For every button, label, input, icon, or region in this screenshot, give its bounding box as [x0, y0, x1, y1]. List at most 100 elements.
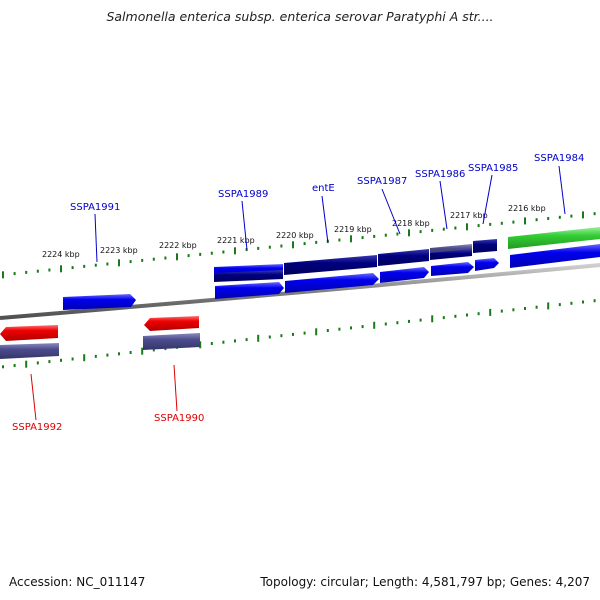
minor-tick [106, 262, 109, 266]
minor-tick [13, 272, 16, 276]
minor-tick [71, 266, 74, 270]
minor-tick [361, 325, 364, 329]
major-tick [315, 328, 318, 336]
minor-tick [547, 217, 550, 220]
minor-tick [257, 246, 260, 250]
tick-label-2223: 2223 kbp [100, 246, 138, 255]
minor-tick [106, 353, 109, 357]
minor-tick [512, 220, 515, 224]
gene-label-SSPA1984[interactable]: SSPA1984 [534, 153, 584, 164]
minor-tick [2, 365, 4, 369]
gene-label-SSPA1992[interactable]: SSPA1992 [12, 422, 62, 433]
cds-SSPA1992[interactable] [0, 325, 58, 341]
lower-tick-row [2, 299, 596, 369]
major-tick [582, 211, 584, 219]
minor-tick [466, 313, 468, 317]
minor-tick [419, 318, 422, 322]
gene-label-SSPA1986[interactable]: SSPA1986 [415, 169, 465, 180]
minor-tick [187, 254, 190, 258]
cds-SSPA1984[interactable] [510, 244, 600, 268]
feature-rna-upper[interactable] [508, 227, 600, 249]
cds-entE[interactable] [285, 273, 379, 293]
cds-SSPA1991[interactable] [63, 294, 136, 310]
cds-SSPA1990[interactable] [144, 316, 199, 331]
minor-tick [431, 228, 434, 232]
minor-tick [25, 270, 28, 274]
leader-SSPA1990 [173, 364, 178, 412]
minor-tick [303, 331, 306, 335]
major-tick [118, 259, 120, 267]
gene-label-entE[interactable]: entE [312, 183, 335, 194]
minor-tick [442, 316, 445, 320]
gene-label-SSPA1985[interactable]: SSPA1985 [468, 163, 518, 174]
accession-text: Accession: NC_011147 [9, 575, 146, 589]
leader-SSPA1985 [482, 174, 493, 225]
feature-SSPA1989-upper-dark[interactable] [214, 270, 283, 282]
tick-label-2222: 2222 kbp [159, 241, 197, 250]
major-tick [292, 241, 294, 249]
tick-label-2221: 2221 kbp [217, 236, 255, 245]
major-tick [489, 308, 492, 316]
gene-label-SSPA1989[interactable]: SSPA1989 [218, 189, 268, 200]
minor-tick [582, 300, 584, 304]
minor-tick [234, 339, 236, 343]
minor-tick [500, 309, 503, 313]
minor-tick [558, 303, 561, 307]
minor-tick [141, 258, 144, 262]
leader-SSPA1992 [30, 373, 37, 421]
minor-tick [129, 260, 132, 264]
minor-tick [280, 334, 283, 338]
feature-SSPA1987-upper[interactable] [378, 249, 429, 266]
minor-tick [419, 230, 422, 234]
feature-SSPA1985-upper[interactable] [473, 239, 497, 253]
minor-tick [384, 233, 387, 237]
cds-SSPA1989[interactable] [215, 282, 284, 299]
minor-tick [199, 252, 202, 256]
cds-SSPA1987[interactable] [380, 267, 429, 283]
minor-tick [164, 256, 167, 260]
genome-summary-text: Topology: circular; Length: 4,581,797 bp… [260, 575, 590, 589]
cds-SSPA1986[interactable] [431, 262, 474, 276]
minor-tick [152, 348, 155, 352]
minor-tick [94, 354, 97, 358]
gene-label-SSPA1987[interactable]: SSPA1987 [357, 176, 407, 187]
minor-tick [83, 264, 86, 268]
feature-entE-upper[interactable] [284, 255, 377, 275]
major-tick [25, 360, 28, 368]
major-tick [524, 217, 526, 225]
major-tick [60, 265, 62, 273]
minor-tick [129, 351, 132, 354]
minor-tick [535, 305, 538, 309]
feature-SSPA1992-lower[interactable] [0, 343, 59, 359]
tick-label-2224: 2224 kbp [42, 250, 80, 259]
feature-SSPA1986-upper-dark[interactable] [430, 249, 472, 260]
minor-tick [593, 212, 596, 216]
minor-tick [524, 307, 526, 310]
tick-label-2218: 2218 kbp [392, 219, 430, 228]
minor-tick [489, 222, 492, 226]
major-tick [408, 229, 410, 237]
minor-tick [570, 214, 573, 218]
minor-tick [338, 327, 341, 331]
leader-SSPA1986 [439, 180, 448, 230]
minor-tick [315, 240, 318, 244]
minor-tick [36, 269, 39, 273]
feature-SSPA1990-lower[interactable] [143, 333, 200, 350]
minor-tick [535, 218, 538, 222]
minor-tick [512, 308, 515, 312]
gene-label-SSPA1990[interactable]: SSPA1990 [154, 413, 204, 424]
minor-tick [245, 338, 248, 342]
gene-label-SSPA1991[interactable]: SSPA1991 [70, 202, 120, 213]
minor-tick [268, 245, 271, 249]
minor-tick [292, 332, 294, 336]
cds-SSPA1985[interactable] [475, 258, 499, 271]
minor-tick [48, 360, 51, 364]
tick-label-2219: 2219 kbp [334, 225, 372, 234]
leader-SSPA1984 [558, 165, 566, 215]
minor-tick [477, 312, 480, 316]
minor-tick [13, 364, 16, 367]
minor-tick [570, 301, 573, 305]
major-tick [466, 223, 468, 231]
leader-SSPA1989 [241, 200, 248, 251]
